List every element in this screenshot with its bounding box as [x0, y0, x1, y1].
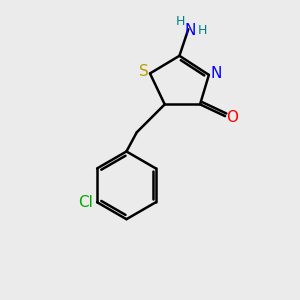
- Text: N: N: [184, 23, 195, 38]
- Text: N: N: [211, 66, 222, 81]
- Text: S: S: [139, 64, 148, 80]
- Text: H: H: [198, 24, 207, 37]
- Text: O: O: [226, 110, 238, 125]
- Text: Cl: Cl: [79, 195, 93, 210]
- Text: H: H: [175, 15, 185, 28]
